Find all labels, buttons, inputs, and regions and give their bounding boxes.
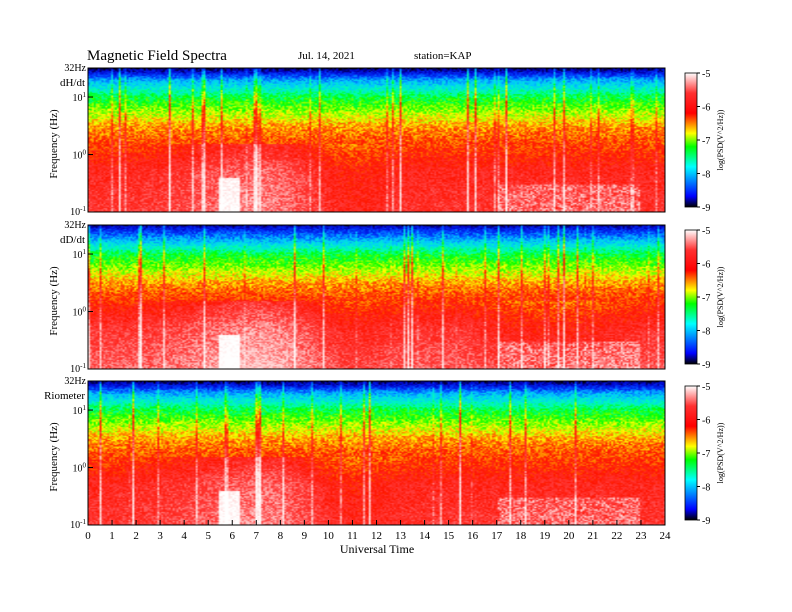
colorbar-tick-label: -8 (702, 327, 710, 338)
date-label: Jul. 14, 2021 (298, 50, 355, 62)
x-tick-label: 16 (467, 530, 479, 542)
spectrogram-panel: 32Hz 101 100 10-1 Riometer Frequency (Hz) -5 -6… (44, 376, 725, 531)
y-tick-label: 10-1 (70, 205, 86, 218)
x-tick-label: 6 (230, 530, 236, 542)
x-tick-label: 12 (371, 530, 382, 542)
y-tick-label: 10-1 (70, 362, 86, 375)
x-tick-label: 18 (515, 530, 527, 542)
x-axis-label: Universal Time (340, 542, 414, 556)
colorbar-tick-label: -6 (702, 103, 710, 114)
x-tick-label: 4 (181, 530, 187, 542)
colorbar-tick-label: -5 (702, 382, 710, 393)
x-tick-label: 7 (254, 530, 260, 542)
y-tick-label: 101 (73, 248, 87, 261)
x-tick-label: 15 (443, 530, 455, 542)
x-tick-label: 2 (133, 530, 139, 542)
x-tick-label: 14 (419, 530, 431, 542)
y-tick-label: 100 (73, 306, 87, 319)
colorbar-tick-label: -5 (702, 226, 710, 237)
colorbar-tick-label: -5 (702, 69, 710, 80)
x-tick-label: 1 (109, 530, 115, 542)
colorbar-label: log(PSD(V^2/Hz)) (716, 266, 725, 327)
spectrogram-panel: 32Hz 101 100 10-1 dH/dt Frequency (Hz) -5 -6 -7 -… (48, 63, 725, 218)
panels: 32Hz 101 100 10-1 dH/dt Frequency (Hz) -5 -6 -7 -… (44, 63, 725, 531)
y-tick-label: 101 (73, 404, 87, 417)
colorbar-tick-label: -6 (702, 416, 710, 427)
y-tick-label: 32Hz (64, 220, 86, 231)
y-tick-label: 100 (73, 462, 87, 475)
colorbar-tick-label: -7 (702, 449, 710, 460)
colorbar (684, 229, 698, 365)
x-tick-label: 21 (587, 530, 598, 542)
y-tick-label: 101 (73, 91, 87, 104)
panel-name: dD/dt (60, 234, 85, 246)
colorbar-tick-label: -7 (702, 136, 710, 147)
x-axis: 0 1 2 3 4 5 6 7 8 9 10 11 12 13 14 15 16 17 18 19 20 21 22 23 24 (85, 520, 671, 542)
panel-frame (87, 224, 666, 370)
x-tick-label: 5 (205, 530, 211, 542)
y-tick-label: 100 (73, 149, 87, 162)
colorbar-tick-label: -8 (702, 170, 710, 181)
x-tick-label: 23 (635, 530, 647, 542)
spectrogram-image (88, 68, 665, 212)
colorbar-tick-label: -6 (702, 260, 710, 271)
panel-name: dH/dt (60, 77, 85, 89)
colorbar-tick-label: -9 (702, 203, 710, 214)
spectrogram-panel: 32Hz 101 100 10-1 dD/dt Frequency (Hz) -5 -6 -7 -… (48, 220, 725, 375)
chart-title: Magnetic Field Spectra (87, 48, 227, 64)
colorbar (684, 72, 698, 208)
x-tick-label: 17 (491, 530, 503, 542)
colorbar-tick-label: -9 (702, 516, 710, 527)
x-tick-label: 0 (85, 530, 91, 542)
y-axis-label: Frequency (Hz) (48, 266, 60, 336)
spectrogram-image (88, 225, 665, 369)
panel-frame (87, 67, 666, 213)
colorbar (684, 385, 698, 521)
colorbar-label: log(PSD(V^2/Hz)) (716, 109, 725, 170)
x-tick-label: 20 (563, 530, 575, 542)
spectrogram-image (88, 381, 665, 525)
colorbar-tick-label: -9 (702, 360, 710, 371)
x-tick-label: 10 (323, 530, 335, 542)
x-tick-label: 3 (157, 530, 163, 542)
y-axis-label: Frequency (Hz) (48, 109, 60, 179)
x-tick-label: 13 (395, 530, 407, 542)
x-tick-label: 22 (611, 530, 622, 542)
y-tick-label: 32Hz (64, 376, 86, 387)
y-tick-label: 10-1 (70, 518, 86, 531)
y-tick-label: 32Hz (64, 63, 86, 74)
x-tick-label: 9 (302, 530, 308, 542)
colorbar-tick-label: -7 (702, 293, 710, 304)
x-tick-label: 8 (278, 530, 284, 542)
x-tick-label: 11 (347, 530, 358, 542)
station-label: station=KAP (414, 50, 472, 62)
panel-name: Riometer (44, 390, 85, 402)
colorbar-label: log(PSD(V^2/Hz)) (716, 422, 725, 483)
x-tick-label: 19 (539, 530, 551, 542)
x-tick-label: 24 (660, 530, 672, 542)
colorbar-tick-label: -8 (702, 483, 710, 494)
y-axis-label: Frequency (Hz) (48, 422, 60, 492)
